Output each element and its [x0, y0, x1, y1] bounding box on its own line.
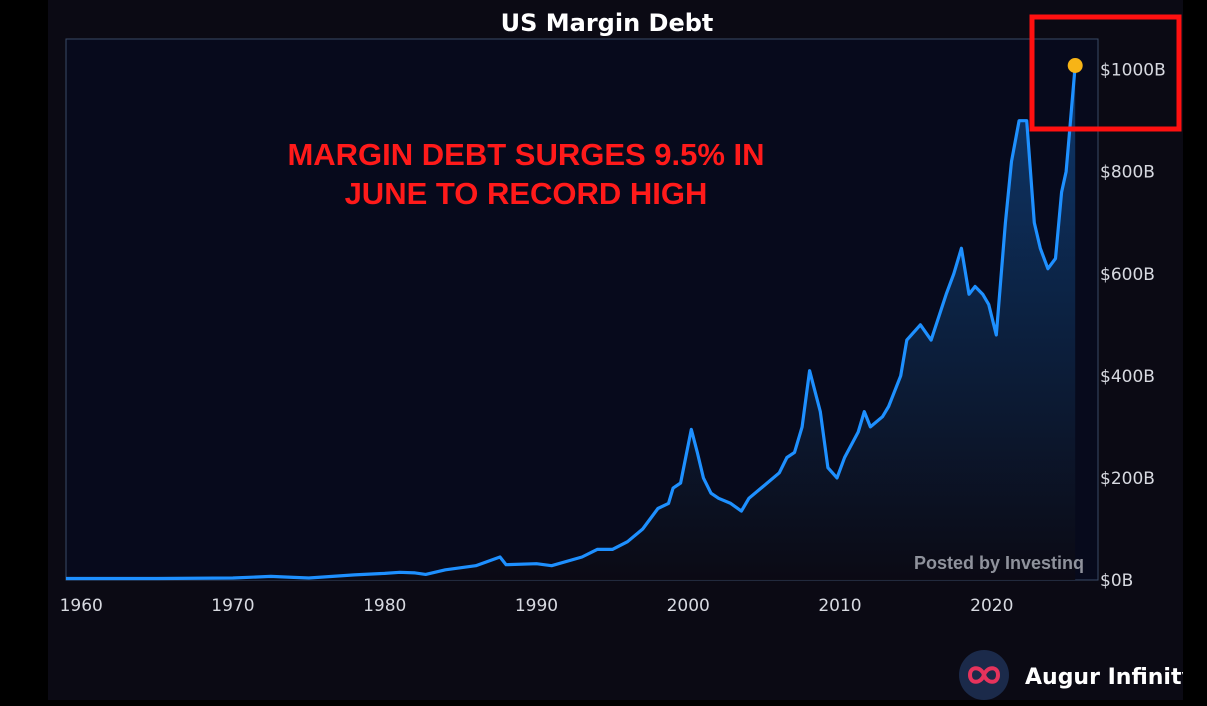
chart-frame: US Margin Debt 1960 1970 1980 1990 2000 2010 2…: [48, 0, 1183, 700]
margin-debt-chart: US Margin Debt 1960 1970 1980 1990 2000 2010 2…: [60, 9, 1183, 700]
posted-by-watermark: Posted by Investinq: [914, 553, 1084, 573]
series-line: [66, 65, 1077, 581]
y-tick-label: $800B: [1100, 163, 1155, 183]
record-high-point: [1067, 58, 1083, 73]
x-tick-label: 1970: [211, 596, 254, 616]
x-tick-label: 1980: [363, 596, 406, 616]
x-tick-label: 1960: [60, 596, 103, 616]
chart-title: US Margin Debt: [501, 9, 714, 37]
x-tick-label: 2000: [667, 596, 710, 616]
y-tick-label: $600B: [1100, 265, 1155, 285]
x-tick-label: 1990: [515, 596, 558, 616]
record-high-highlight-box: [1029, 14, 1182, 132]
brand-logo: Augur Infinity: [959, 650, 1183, 700]
x-tick-label: 2020: [970, 596, 1013, 616]
y-tick-label: $200B: [1100, 469, 1155, 489]
area-fill: [66, 65, 1076, 580]
y-tick-label: $400B: [1100, 367, 1155, 387]
y-tick-label: $0B: [1100, 571, 1133, 591]
x-tick-label: 2010: [818, 596, 861, 616]
x-axis: 1960 1970 1980 1990 2000 2010 2020: [60, 596, 1014, 616]
y-tick-label: $1000B: [1100, 61, 1166, 81]
headline-line-2: JUNE TO RECORD HIGH: [345, 176, 708, 211]
infinity-symbol: [967, 666, 1001, 684]
y-axis: $0B $200B $400B $600B $800B $1000B: [1100, 61, 1166, 591]
brand-name: Augur Infinity: [1025, 665, 1183, 690]
headline-line-1: MARGIN DEBT SURGES 9.5% IN: [287, 137, 764, 172]
